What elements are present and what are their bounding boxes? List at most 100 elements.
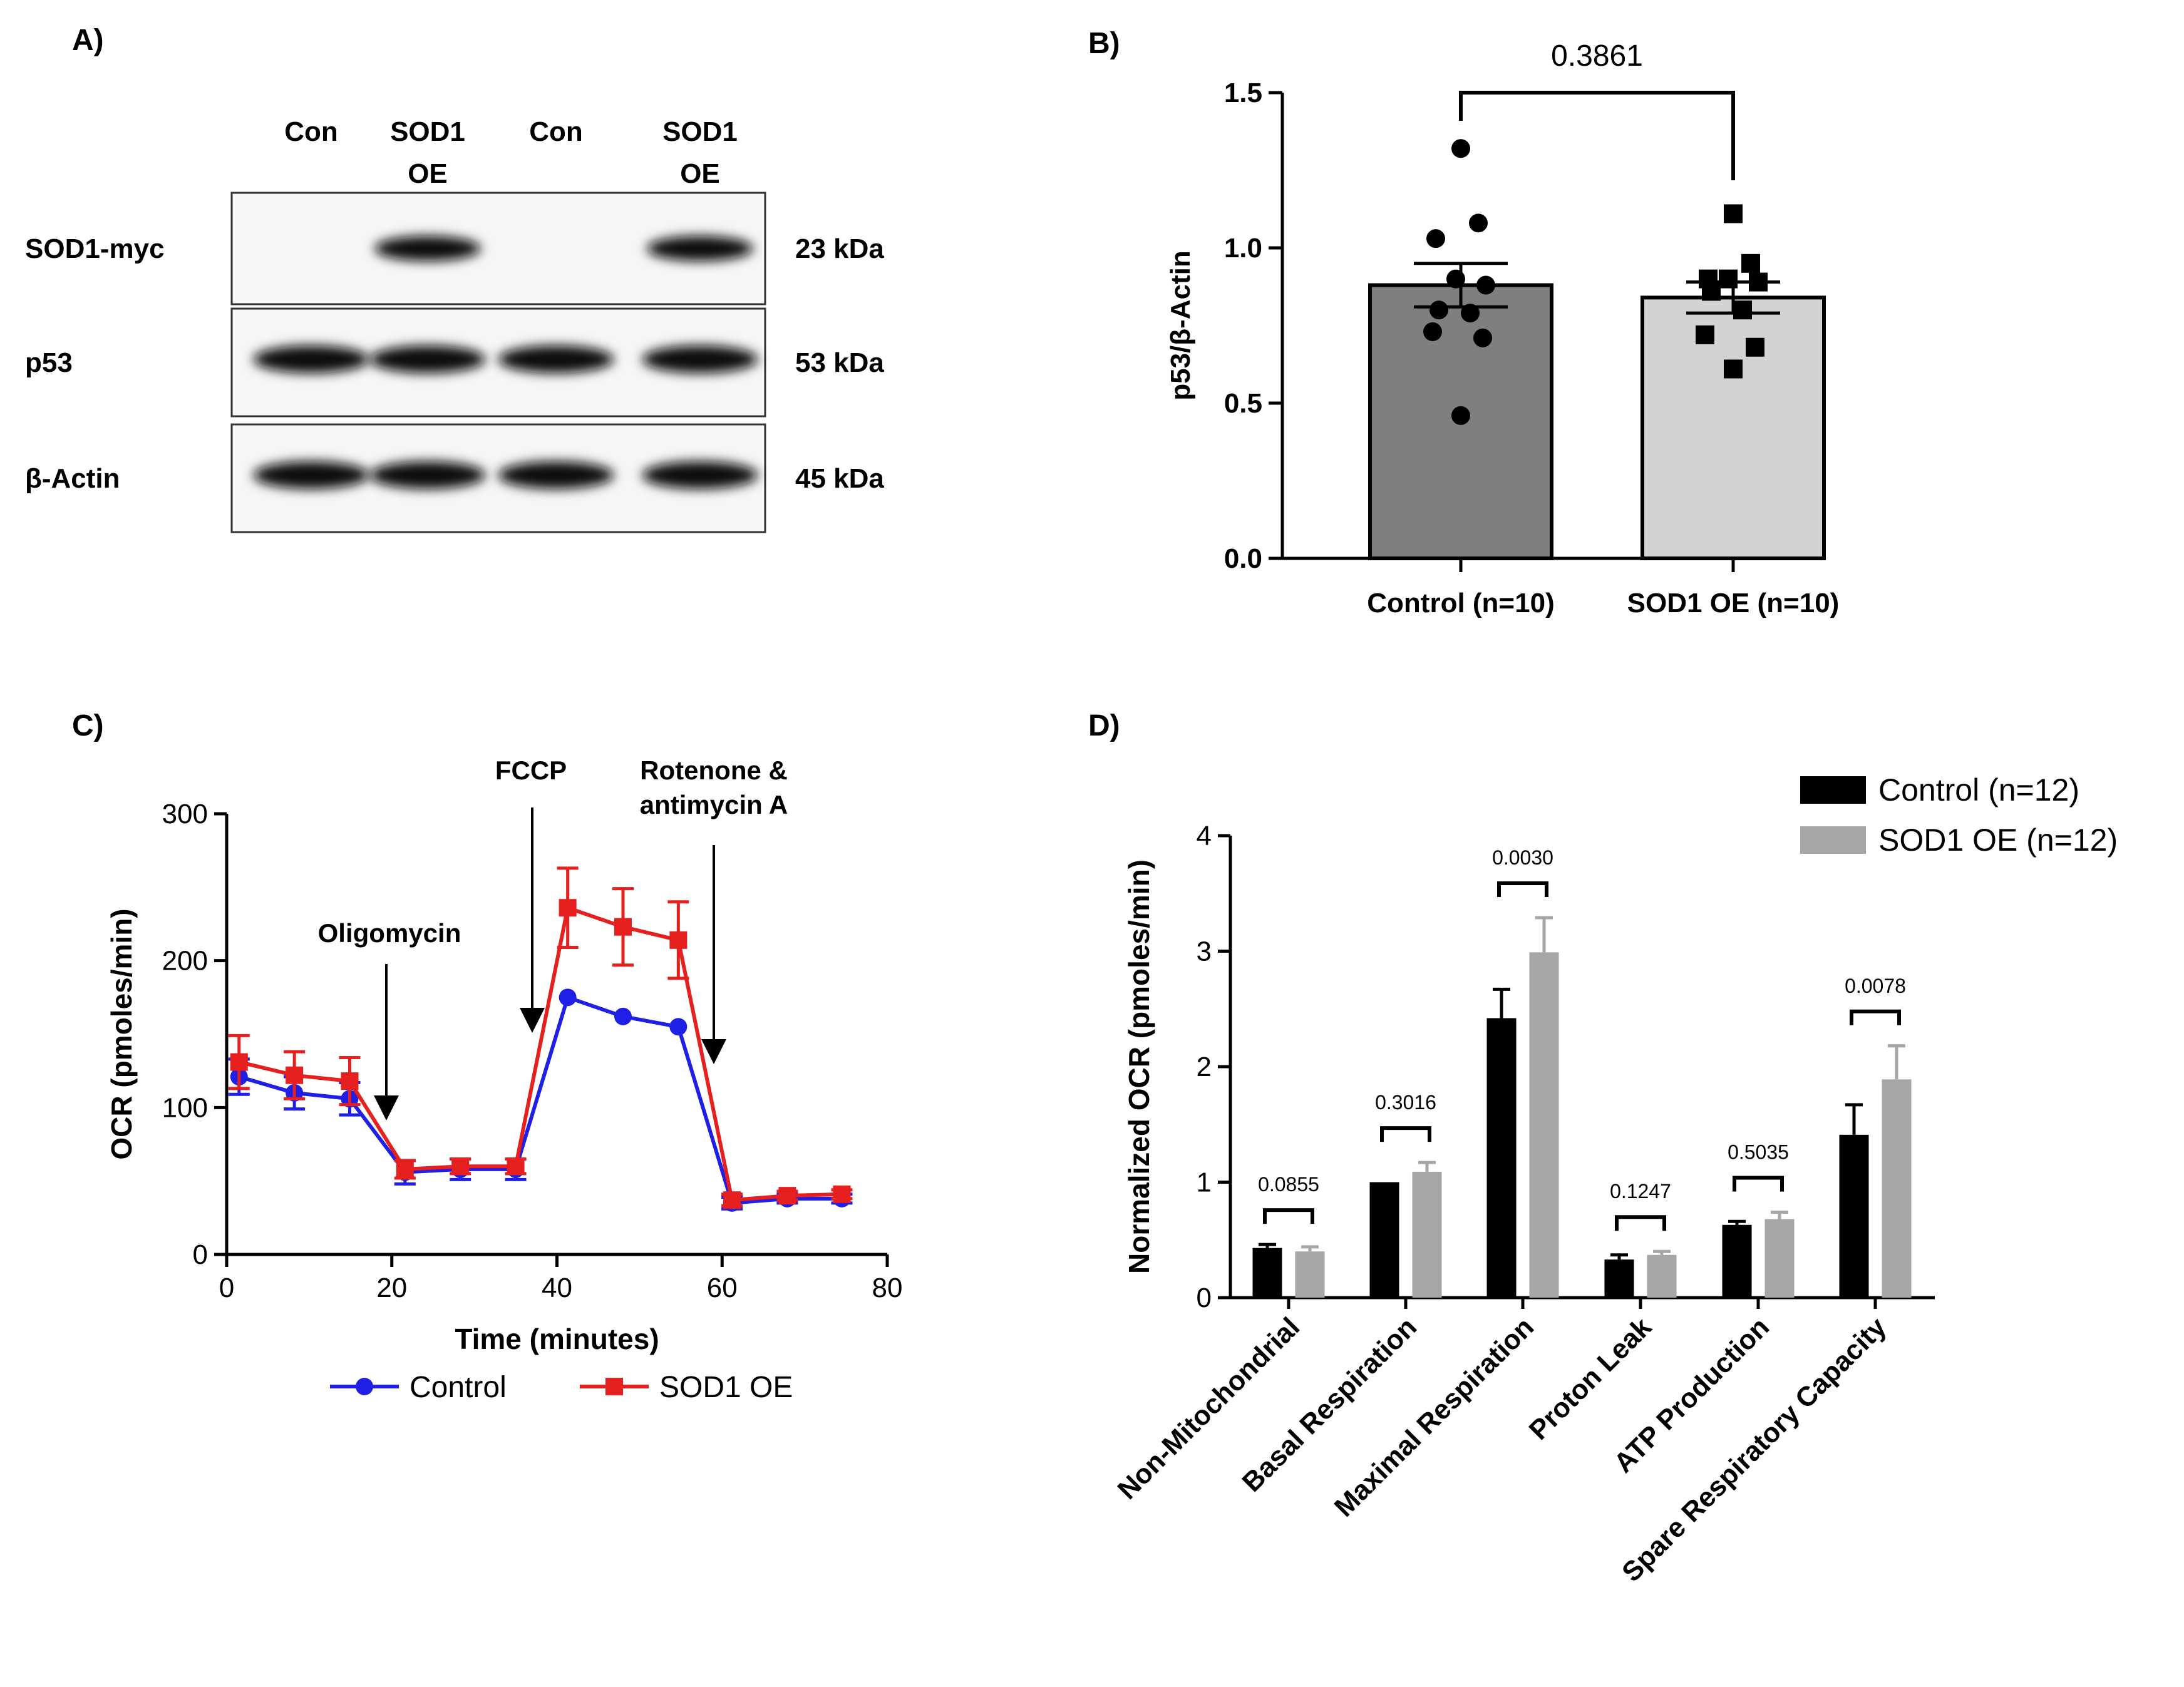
band-p53-lane-3 bbox=[642, 346, 758, 373]
y-axis-label: Normalized OCR (pmoles/min) bbox=[1123, 859, 1155, 1274]
x-tick-label: 40 bbox=[542, 1273, 572, 1303]
point-control bbox=[669, 1018, 688, 1036]
legend-marker bbox=[605, 1378, 623, 1395]
size-label: 23 kDa bbox=[795, 233, 884, 264]
y-tick-label: 300 bbox=[162, 799, 208, 829]
point-control bbox=[1451, 406, 1470, 425]
y-tick-label: 2 bbox=[1197, 1052, 1212, 1082]
significance-bracket bbox=[1850, 1009, 1901, 1025]
protein-label: SOD1-myc bbox=[25, 233, 165, 264]
band-β-Actin-lane-1 bbox=[369, 461, 486, 489]
x-tick-label: 60 bbox=[707, 1273, 738, 1303]
band-SOD1-myc-lane-1 bbox=[374, 236, 481, 261]
p-value-label: 0.0855 bbox=[1258, 1173, 1319, 1196]
significance-bracket bbox=[1380, 1126, 1431, 1142]
x-tick-label: Control (n=10) bbox=[1367, 588, 1554, 618]
band-β-Actin-lane-3 bbox=[642, 461, 758, 489]
point-sod1 bbox=[614, 918, 632, 936]
point-control bbox=[1429, 300, 1448, 320]
size-label: 53 kDa bbox=[795, 347, 884, 378]
point-control bbox=[1469, 213, 1488, 233]
point-sod1 bbox=[1746, 337, 1764, 357]
point-sod1 bbox=[1719, 269, 1738, 289]
point-sod1 bbox=[1749, 272, 1768, 292]
point-sod1 bbox=[451, 1157, 470, 1176]
significance-bracket bbox=[1733, 1176, 1784, 1192]
legend-swatch bbox=[1800, 776, 1866, 804]
injection-label-1: FCCP bbox=[495, 756, 567, 785]
lane-label-0: Con bbox=[284, 116, 338, 147]
point-control bbox=[1473, 328, 1492, 347]
lane-labels: Con SOD1 OE Con SOD1 OE bbox=[284, 116, 738, 189]
panel-a-western-blot: A) Con SOD1 OE Con SOD1 OE SOD1-myc 23 kDa p53 5… bbox=[25, 24, 884, 533]
band-β-Actin-lane-2 bbox=[498, 461, 614, 489]
band-p53-lane-2 bbox=[498, 346, 614, 373]
x-tick-label: 20 bbox=[376, 1273, 407, 1303]
point-sod1 bbox=[1696, 325, 1714, 344]
legend-swatch bbox=[1800, 826, 1866, 854]
point-control bbox=[1461, 304, 1480, 323]
bar-Control (n=12)-5 bbox=[1839, 1134, 1869, 1298]
point-control bbox=[1446, 269, 1465, 289]
point-sod1 bbox=[341, 1072, 359, 1090]
x-axis-label: Time (minutes) bbox=[455, 1323, 659, 1355]
y-tick-label: 100 bbox=[162, 1092, 208, 1123]
point-sod1 bbox=[559, 899, 577, 917]
panel-c-ocr-time-course: C) 0 100 200 300 0 20 40 60 80 Time (minutes) OCR … bbox=[72, 709, 902, 1404]
point-sod1 bbox=[1733, 300, 1752, 320]
bar-SOD1 OE (n=12)-3 bbox=[1647, 1254, 1677, 1298]
lane-label-sub-3: OE bbox=[680, 158, 720, 189]
point-sod1 bbox=[396, 1160, 414, 1178]
bar-SOD1 OE (n=12)-0 bbox=[1295, 1251, 1325, 1298]
x-tick-label: Proton Leak bbox=[1523, 1311, 1658, 1446]
p-value-label: 0.0030 bbox=[1492, 846, 1553, 869]
band-p53-lane-0 bbox=[253, 346, 369, 373]
series-line-Control bbox=[238, 995, 842, 1206]
significance-bracket bbox=[1497, 881, 1548, 897]
lane-label-1: SOD1 bbox=[390, 116, 465, 147]
significance-bracket bbox=[1263, 1208, 1314, 1224]
point-sod1 bbox=[778, 1187, 796, 1205]
y-axis-label: OCR (pmoles/min) bbox=[105, 908, 138, 1159]
band-p53-lane-1 bbox=[369, 346, 486, 373]
y-tick-label: 1.5 bbox=[1224, 78, 1262, 108]
y-tick-label: 4 bbox=[1197, 821, 1212, 851]
point-sod1 bbox=[286, 1066, 304, 1084]
panel-b-p53-bar-chart: B) 0.0 0.5 1.0 1.5 p53/β-Actin Control (n=10)… bbox=[1088, 27, 1839, 618]
point-control bbox=[1426, 229, 1445, 249]
y-tick-label: 1 bbox=[1197, 1167, 1212, 1198]
point-sod1 bbox=[723, 1191, 741, 1209]
point-control bbox=[614, 1007, 632, 1025]
legend-label: Control bbox=[410, 1371, 507, 1404]
legend-label: SOD1 OE (n=12) bbox=[1878, 823, 2118, 858]
bar-1 bbox=[1641, 295, 1826, 560]
legend-label: Control (n=12) bbox=[1878, 772, 2079, 808]
panel-c-label: C) bbox=[72, 709, 104, 742]
panel-a-label: A) bbox=[72, 24, 104, 57]
chart-b: 0.0 0.5 1.0 1.5 p53/β-Actin Control (n=10) SOD… bbox=[1165, 39, 1839, 618]
point-control bbox=[1423, 322, 1442, 341]
chart-c: 0 100 200 300 0 20 40 60 80 Time (minutes) OCR (pm… bbox=[105, 756, 902, 1404]
size-label: 45 kDa bbox=[795, 463, 884, 494]
bar-SOD1 OE (n=12)-2 bbox=[1529, 952, 1559, 1298]
point-sod1 bbox=[1741, 254, 1760, 273]
y-tick-label: 0.0 bbox=[1224, 543, 1262, 574]
series-line-SOD1 OE bbox=[239, 905, 842, 1202]
point-control bbox=[559, 988, 577, 1007]
point-sod1 bbox=[833, 1185, 851, 1203]
p-value-label: 0.3861 bbox=[1551, 39, 1643, 73]
band-SOD1-myc-lane-3 bbox=[647, 236, 753, 261]
bar-SOD1 OE (n=12)-1 bbox=[1412, 1171, 1442, 1298]
y-tick-label: 0 bbox=[193, 1239, 208, 1270]
x-tick-label: 0 bbox=[219, 1273, 234, 1303]
bar-Control (n=12)-0 bbox=[1252, 1248, 1282, 1298]
lane-label-3: SOD1 bbox=[662, 116, 738, 147]
legend-marker bbox=[356, 1378, 373, 1395]
protein-label: p53 bbox=[25, 347, 73, 378]
bar-SOD1 OE (n=12)-4 bbox=[1764, 1219, 1795, 1298]
y-tick-label: 0.5 bbox=[1224, 388, 1262, 419]
point-sod1 bbox=[507, 1157, 525, 1176]
x-tick-label: Maximal Respiration bbox=[1329, 1311, 1540, 1522]
